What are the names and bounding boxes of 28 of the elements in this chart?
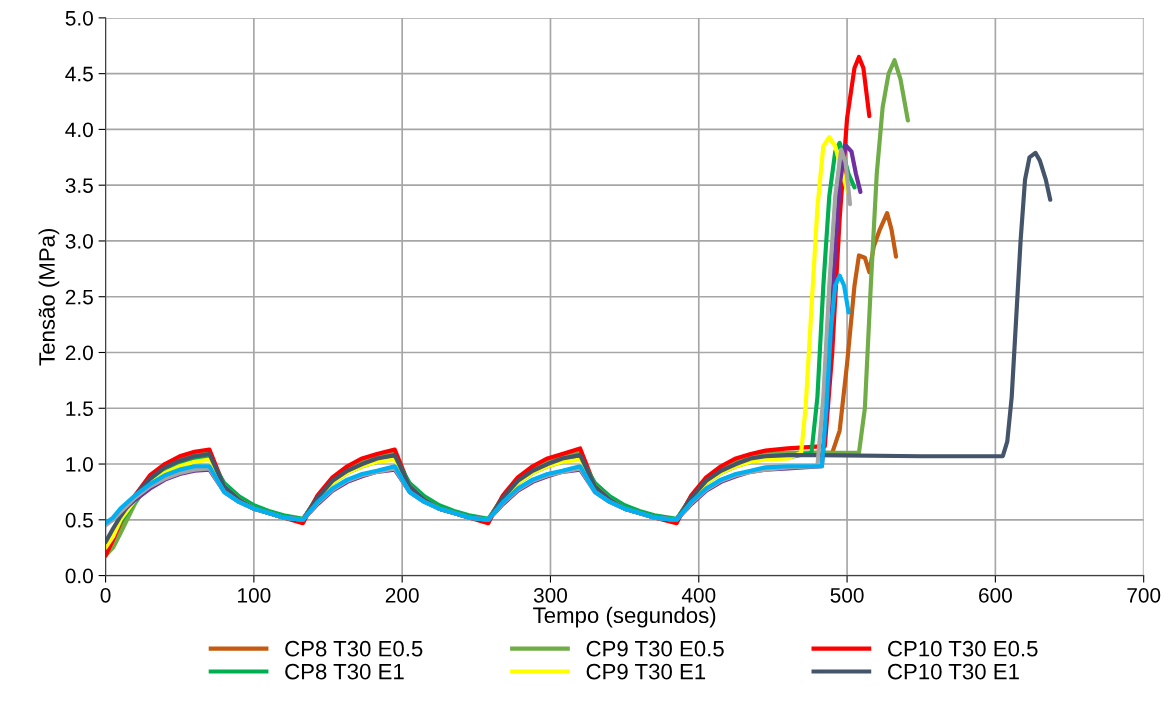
legend-label: CP10 T30 E0.5 bbox=[888, 640, 1038, 657]
x-tick-label: 700 bbox=[1127, 587, 1161, 603]
x-tick-label: 600 bbox=[979, 587, 1012, 603]
x-tick-label: 400 bbox=[681, 587, 716, 603]
x-axis-title: Tempo (segundos) bbox=[533, 606, 716, 628]
y-tick-label: 3.5 bbox=[65, 178, 93, 193]
y-axis-title: Tensão (MPa) bbox=[38, 228, 60, 366]
x-tick-label: 300 bbox=[533, 587, 568, 603]
y-tick-label: 0.0 bbox=[65, 568, 93, 584]
y-tick-label: 1.5 bbox=[66, 401, 93, 417]
y-tick-label: 3.0 bbox=[65, 233, 93, 249]
y-tick-label: 4.5 bbox=[65, 66, 93, 82]
y-tick-label: 2.0 bbox=[65, 345, 93, 361]
legend-label: CP10 T30 E1 bbox=[888, 663, 1019, 680]
y-tick-label: 1.0 bbox=[66, 457, 93, 472]
y-tick-label: 0.5 bbox=[65, 512, 93, 528]
x-tick-label: 0 bbox=[100, 587, 111, 603]
legend-label: CP8 T30 E0.5 bbox=[285, 640, 423, 657]
y-tick-label: 5.0 bbox=[65, 10, 93, 26]
legend-label: CP9 T30 E1 bbox=[586, 663, 706, 680]
line-series bbox=[105, 273, 851, 526]
x-tick-label: 500 bbox=[830, 587, 864, 603]
legend-label: CP9 T30 E0.5 bbox=[586, 640, 724, 657]
legend-label: CP8 T30 E1 bbox=[285, 663, 404, 680]
x-tick-label: 200 bbox=[385, 587, 419, 603]
y-tick-label: 2.5 bbox=[65, 289, 93, 305]
y-tick-label: 4.0 bbox=[65, 122, 93, 138]
x-tick-label: 100 bbox=[238, 587, 271, 603]
